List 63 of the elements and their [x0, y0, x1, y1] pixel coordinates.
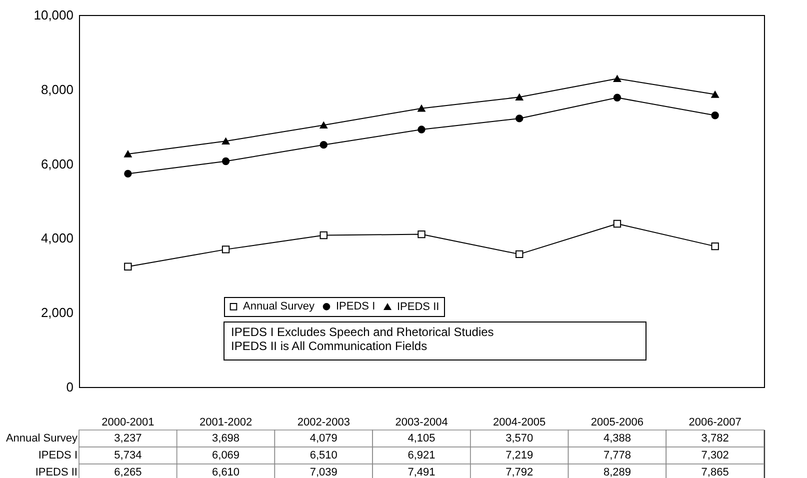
- x-tick-label: 2006-2007: [688, 416, 742, 428]
- x-tick-label: 2005-2006: [590, 416, 644, 428]
- data-label: 4,079: [310, 432, 338, 444]
- data-label: 6,069: [212, 450, 240, 462]
- legend-label: IPEDS II: [397, 300, 440, 313]
- data-label: 6,610: [212, 466, 240, 478]
- point: [711, 112, 719, 120]
- data-label: 3,782: [701, 432, 729, 444]
- data-label: 4,388: [603, 432, 631, 444]
- y-tick-label: 2,000: [40, 305, 74, 320]
- point: [222, 157, 230, 166]
- data-label: 7,491: [408, 466, 436, 478]
- point: [516, 94, 524, 101]
- data-label: 4,105: [408, 432, 436, 444]
- point: [320, 140, 328, 149]
- legend-label: IPEDS I: [336, 300, 376, 313]
- y-tick-label: 6,000: [40, 156, 74, 172]
- legend-label: Annual Survey: [243, 300, 316, 313]
- data-label: 5,734: [114, 450, 142, 462]
- y-tick-label: 0: [66, 380, 74, 394]
- x-tick-label: 2004-2005: [493, 416, 546, 428]
- text: IPEDS I: [38, 450, 78, 462]
- point: [320, 122, 328, 129]
- data-label: 7,792: [506, 466, 534, 478]
- point: [320, 231, 328, 240]
- data-label: 6,510: [310, 450, 338, 462]
- data-label: 7,865: [701, 466, 729, 478]
- point: [222, 138, 230, 145]
- point: [711, 91, 719, 98]
- x-tick-label: 2003-2004: [395, 416, 448, 428]
- point: [711, 242, 719, 250]
- data-label: 8,289: [603, 466, 631, 478]
- point: [222, 246, 230, 254]
- x-tick-label: 2002-2003: [297, 416, 350, 428]
- data-label: 3,237: [114, 432, 142, 444]
- text: IPEDS II: [35, 466, 78, 478]
- data-label: 7,219: [506, 450, 534, 462]
- y-tick-label: 8,000: [40, 82, 74, 97]
- annotation: IPEDS I Excludes Speech and Rhetorical Studies: [231, 325, 494, 339]
- y-tick-label: 10,000: [34, 8, 74, 22]
- data-label: 3,570: [506, 432, 534, 444]
- data-label: 6,921: [408, 450, 436, 462]
- data-label: 7,778: [603, 450, 631, 462]
- x-tick-label: 2000-2001: [102, 416, 154, 428]
- data-label: 3,698: [212, 432, 240, 444]
- point: [516, 250, 524, 258]
- data-label: 6,265: [114, 466, 142, 478]
- point: [516, 114, 524, 122]
- text: Annual Survey: [6, 432, 78, 444]
- annotation: IPEDS II is All Communication Fields: [231, 339, 428, 353]
- point: [124, 262, 132, 270]
- point: [124, 170, 132, 178]
- point: [613, 220, 622, 228]
- data-label: 7,302: [701, 450, 729, 462]
- point: [124, 150, 132, 158]
- point: [418, 230, 426, 238]
- y-tick-label: 4,000: [40, 230, 74, 246]
- point: [418, 126, 426, 134]
- point: [613, 75, 622, 82]
- point: [613, 94, 622, 102]
- x-tick-label: 2001-2002: [199, 416, 252, 428]
- data-label: 7,039: [310, 466, 338, 478]
- point: [418, 104, 426, 112]
